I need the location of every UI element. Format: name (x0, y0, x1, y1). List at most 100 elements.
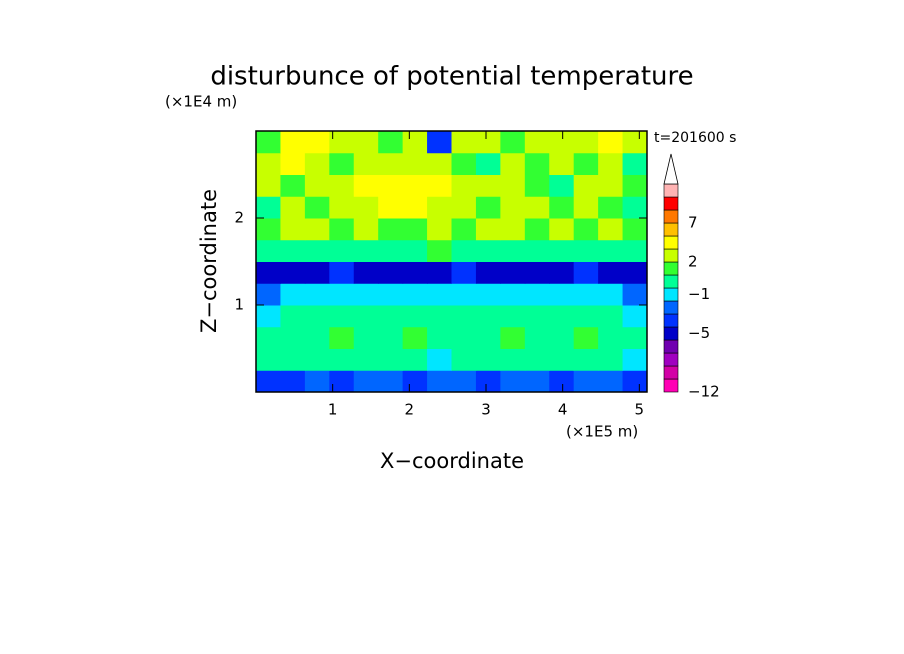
contour-cell (304, 305, 330, 328)
contour-cell (500, 283, 526, 306)
contour-cell (353, 218, 379, 241)
contour-cell (598, 261, 624, 284)
colorbar-swatch (663, 313, 679, 328)
x-unit: (×1E5 m) (566, 423, 638, 441)
contour-cell (402, 348, 428, 371)
contour-cell (280, 196, 306, 219)
contour-cell (598, 283, 624, 306)
contour-cell (427, 283, 452, 306)
contour-cell (304, 239, 330, 262)
colorbar-swatch (663, 261, 679, 276)
contour-cell (329, 174, 355, 197)
contour-cell (622, 305, 648, 328)
contour-cell (353, 326, 379, 349)
contour-cell (256, 131, 281, 154)
contour-cell (622, 152, 648, 175)
colorbar-tick-label: 7 (688, 214, 698, 232)
contour-cell (256, 239, 281, 262)
contour-cell (427, 131, 452, 154)
colorbar-swatch (663, 339, 679, 354)
contour-cell (256, 152, 281, 175)
contour-cell (402, 152, 428, 175)
contour-cell (353, 152, 379, 175)
contour-cell (304, 326, 330, 349)
contour-cell (475, 326, 501, 349)
colorbar-swatch (663, 235, 679, 250)
contour-cell (475, 196, 501, 219)
colorbar-swatch (663, 365, 679, 380)
contour-cell (427, 326, 452, 349)
contour-cell (475, 131, 501, 154)
contour-cell (475, 174, 501, 197)
y-unit: (×1E4 m) (165, 93, 237, 111)
contour-cell (549, 283, 575, 306)
contour-cell (256, 218, 281, 241)
contour-cell (378, 261, 404, 284)
contour-cell (256, 196, 281, 219)
contour-cell (598, 131, 624, 154)
contour-cell (524, 152, 550, 175)
contour-cell (304, 283, 330, 306)
contour-cell (329, 326, 355, 349)
contour-cell (573, 261, 599, 284)
contour-cell (598, 196, 624, 219)
contour-cell (573, 305, 599, 328)
contour-cell (475, 348, 501, 371)
colorbar-tick-label: −1 (688, 285, 710, 303)
contour-cell (427, 261, 452, 284)
contour-cell (402, 370, 428, 393)
contour-cell (451, 152, 477, 175)
contour-cell (402, 174, 428, 197)
contour-cell (451, 370, 477, 393)
contour-cell (451, 261, 477, 284)
contour-cell (573, 239, 599, 262)
contour-cell (622, 218, 648, 241)
plot-frame (255, 130, 648, 393)
contour-cell (329, 348, 355, 371)
contour-cell (573, 196, 599, 219)
contour-cell (402, 239, 428, 262)
contour-cell (280, 348, 306, 371)
contour-cell (378, 305, 404, 328)
contour-cell (427, 218, 452, 241)
contour-cell (353, 174, 379, 197)
contour-cell (598, 326, 624, 349)
contour-cell (378, 152, 404, 175)
contour-cell (598, 305, 624, 328)
contour-cell (475, 283, 501, 306)
contour-cell (256, 174, 281, 197)
contour-cell (524, 261, 550, 284)
contour-cell (598, 152, 624, 175)
contour-cell (549, 239, 575, 262)
colorbar-swatch (663, 196, 679, 211)
x-tick-label: 2 (405, 401, 415, 419)
contour-cell (500, 348, 526, 371)
contour-cell (427, 174, 452, 197)
contour-cell (475, 261, 501, 284)
contour-cell (549, 261, 575, 284)
contour-cell (524, 196, 550, 219)
contour-cell (573, 174, 599, 197)
contour-cell (280, 326, 306, 349)
colorbar-tick-label: −5 (688, 324, 710, 342)
contour-cell (500, 196, 526, 219)
contour-cell (622, 239, 648, 262)
contour-cell (598, 370, 624, 393)
contour-cell (402, 283, 428, 306)
contour-cell (402, 131, 428, 154)
contour-cell (524, 348, 550, 371)
contour-cell (500, 152, 526, 175)
contour-cell (329, 152, 355, 175)
contour-cell (500, 305, 526, 328)
colorbar-swatch (663, 222, 679, 237)
colorbar-arrow (663, 153, 679, 185)
contour-cell (304, 218, 330, 241)
contour-cell (378, 131, 404, 154)
contour-cell (549, 218, 575, 241)
contour-cell (280, 283, 306, 306)
contour-cell (353, 370, 379, 393)
contour-cell (280, 152, 306, 175)
contour-cell (427, 152, 452, 175)
x-axis-label: X−coordinate (380, 449, 524, 473)
